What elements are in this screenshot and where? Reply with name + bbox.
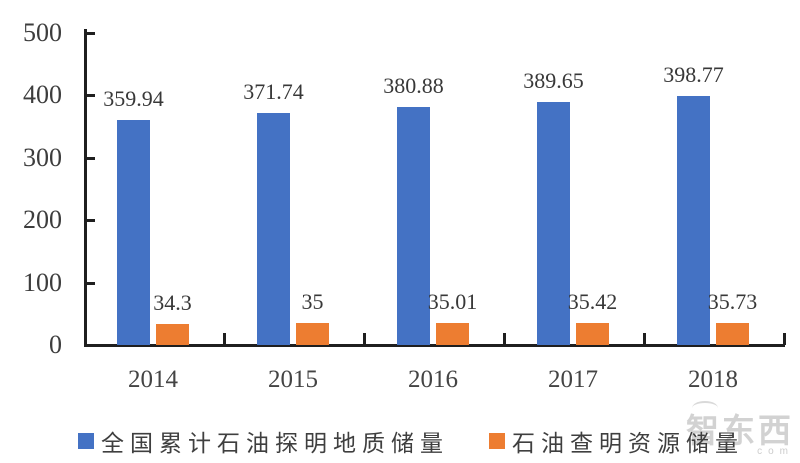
bar-blue-proven-reserves <box>397 107 430 345</box>
bar-value-label: 359.94 <box>103 86 164 112</box>
bar-blue-proven-reserves <box>117 120 150 345</box>
bar-blue-proven-reserves <box>257 113 290 345</box>
x-axis-tick <box>783 333 786 345</box>
x-category-label: 2016 <box>408 366 458 393</box>
x-category-label: 2015 <box>268 366 318 393</box>
x-category-label: 2017 <box>548 366 598 393</box>
y-tick-label: 100 <box>23 267 62 297</box>
bar-value-label: 389.65 <box>523 67 584 93</box>
bar-orange-identified-reserves <box>436 323 469 345</box>
bar-value-label: 34.3 <box>153 289 192 315</box>
bar-value-label: 35 <box>301 289 324 315</box>
y-axis-tick <box>86 344 95 347</box>
y-axis-tick <box>86 281 95 285</box>
legend-item-proven-geological-reserves: 全国累计石油探明地质储量 <box>78 424 449 458</box>
legend-item-identified-resource-reserves: 石油查明资源储量 <box>489 424 744 458</box>
bar-value-label: 371.74 <box>243 79 304 105</box>
bar-orange-identified-reserves <box>156 323 189 345</box>
legend-label-proven-geological-reserves: 全国累计石油探明地质储量 <box>101 431 449 456</box>
legend-label-identified-resource-reserves: 石油查明资源储量 <box>512 431 744 456</box>
x-category-label: 2018 <box>688 366 738 393</box>
bar-blue-proven-reserves <box>537 101 570 345</box>
bar-blue-proven-reserves <box>677 96 710 345</box>
x-axis-tick <box>503 333 506 345</box>
x-axis-tick <box>223 333 226 345</box>
bar-orange-identified-reserves <box>576 322 609 345</box>
y-axis-tick <box>86 32 95 35</box>
bar-value-label: 380.88 <box>383 73 444 99</box>
legend-swatch-blue-icon <box>78 433 94 449</box>
x-axis-line <box>84 344 785 347</box>
bar-value-label: 35.42 <box>567 288 618 314</box>
x-category-label: 2014 <box>128 366 178 393</box>
bar-orange-identified-reserves <box>716 322 749 345</box>
legend: 全国累计石油探明地质储量 石油查明资源储量 <box>0 424 800 458</box>
legend-swatch-orange-icon <box>489 433 505 449</box>
watermark-halo-icon <box>692 401 718 415</box>
y-tick-label: 400 <box>23 80 62 110</box>
y-tick-label: 500 <box>23 18 62 47</box>
bar-value-label: 35.73 <box>707 288 758 314</box>
bar-value-label: 398.77 <box>663 62 724 88</box>
y-axis-line <box>84 29 87 347</box>
y-axis-tick <box>86 94 95 98</box>
y-axis-tick <box>86 219 95 223</box>
y-tick-label: 200 <box>23 205 62 235</box>
y-axis-tick <box>86 156 95 160</box>
x-axis-tick <box>643 333 646 345</box>
bar-orange-identified-reserves <box>296 323 329 345</box>
y-tick-label: 0 <box>49 330 62 359</box>
y-tick-label: 300 <box>23 142 62 172</box>
x-axis-tick <box>363 333 366 345</box>
bar-value-label: 35.01 <box>427 289 478 315</box>
